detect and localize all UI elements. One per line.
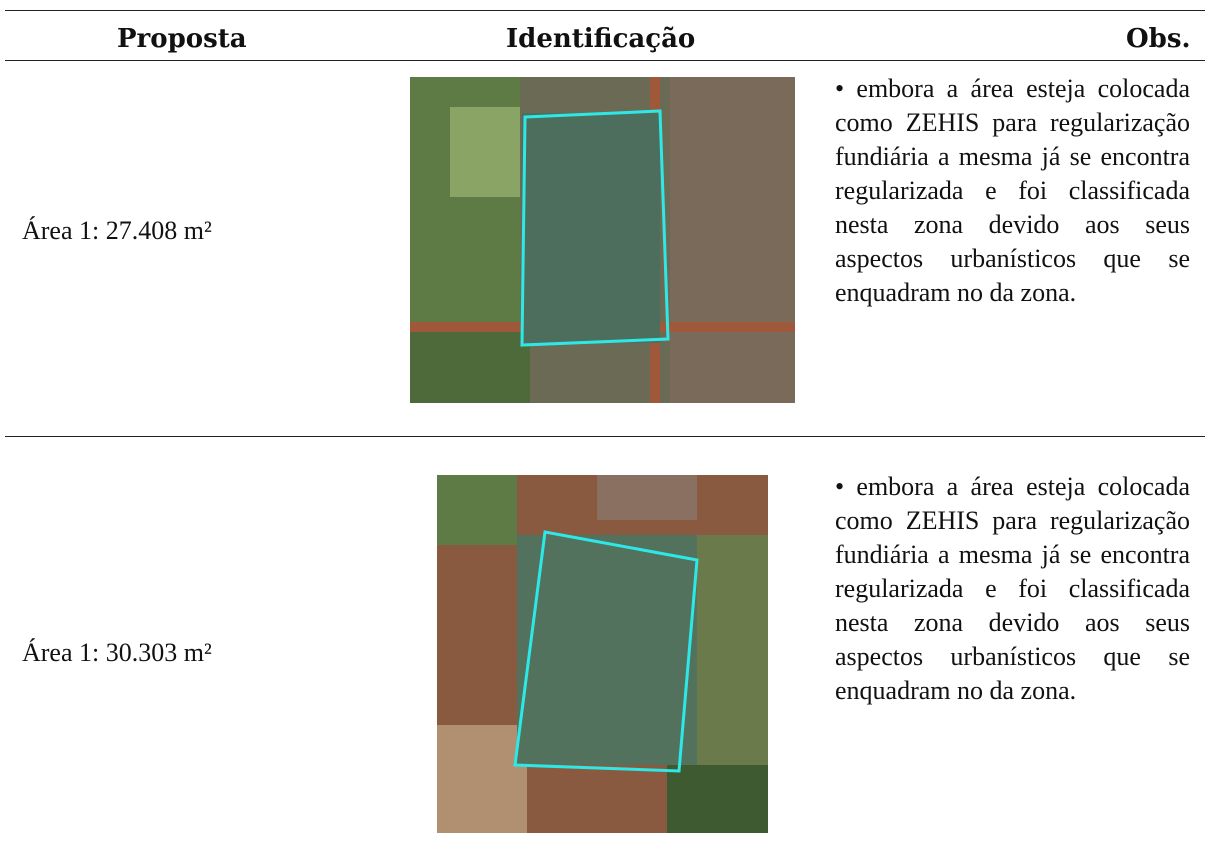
observation: • embora a área esteja colocada como ZEH… bbox=[835, 74, 1190, 307]
header-cell: Obs. bbox=[1126, 24, 1191, 54]
row-rule bbox=[5, 436, 1205, 437]
observation: • embora a área esteja colocada como ZEH… bbox=[835, 472, 1190, 705]
top-rule bbox=[5, 10, 1205, 11]
satellite-image bbox=[410, 77, 795, 403]
satellite-image bbox=[437, 475, 768, 833]
header-cell: Proposta bbox=[117, 24, 247, 54]
proposta: Área 1: 27.408 m² bbox=[22, 216, 212, 245]
header-rule bbox=[5, 60, 1205, 61]
header-cell: Identificação bbox=[506, 24, 696, 54]
proposta: Área 1: 30.303 m² bbox=[22, 638, 212, 667]
